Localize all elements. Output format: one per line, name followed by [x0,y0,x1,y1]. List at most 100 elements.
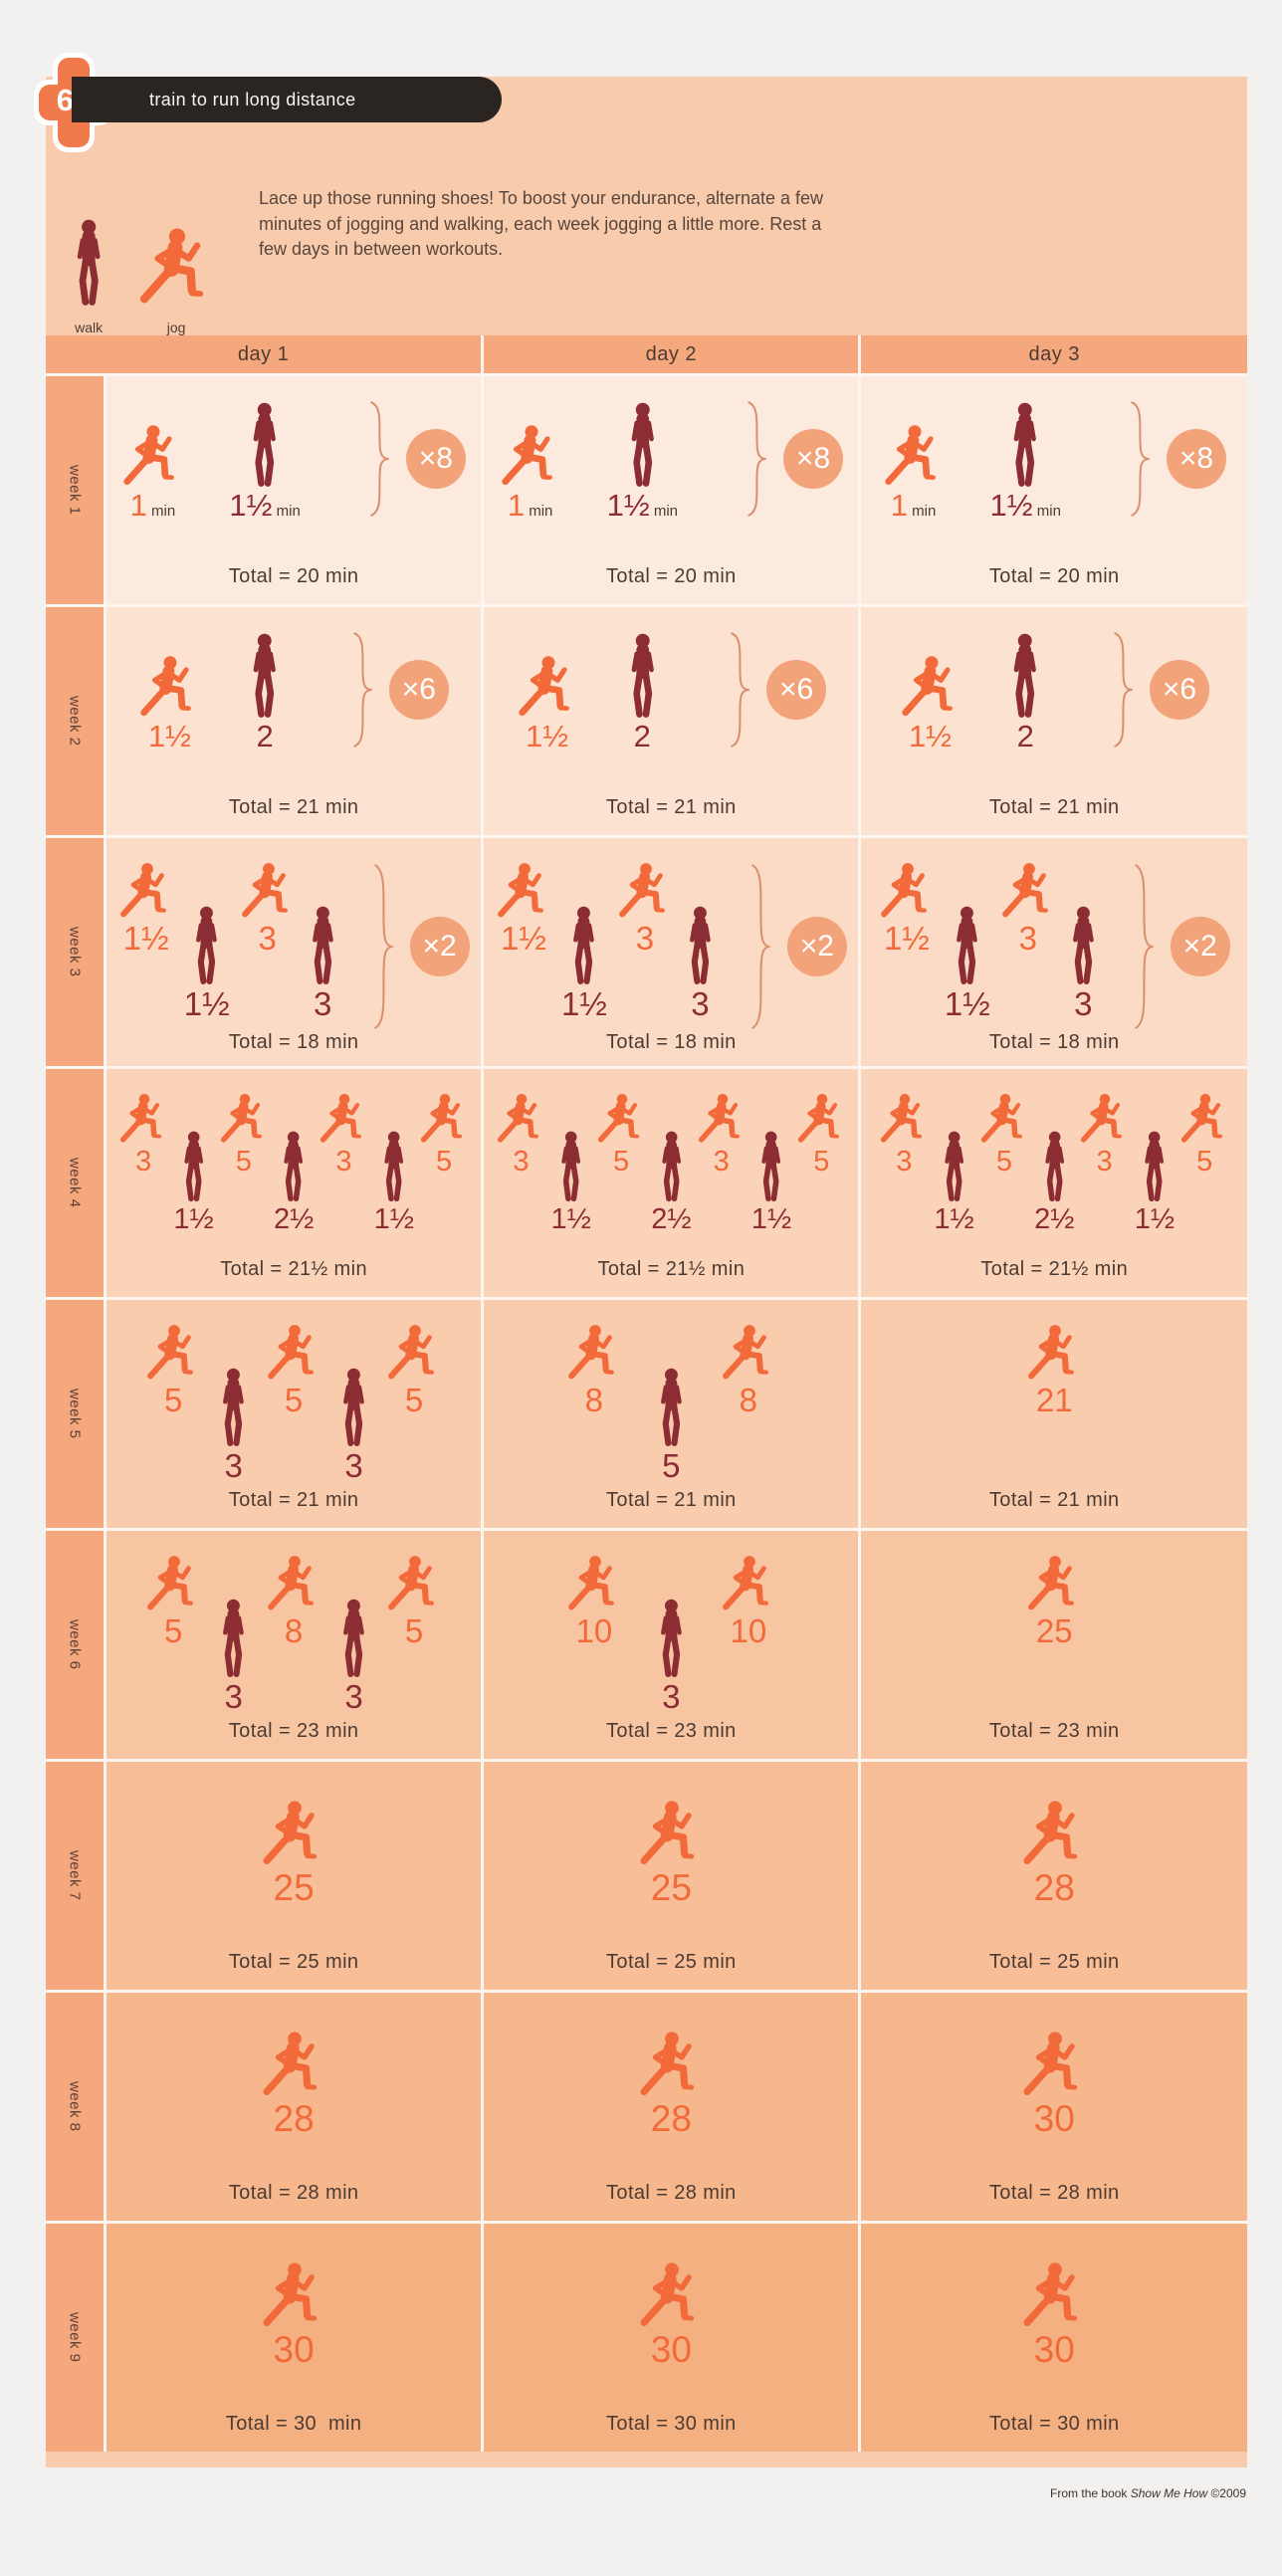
brace-icon [746,400,769,518]
iconbox [1006,400,1043,488]
multiplier-badge: ×2 [409,917,470,976]
legend-walk-label: walk [75,320,104,335]
iconbox [1039,1131,1070,1202]
intervals: 8 5 8 [566,1324,776,1484]
jog-interval: 5 [386,1324,442,1418]
iconbox [216,1368,251,1447]
jog-icon [388,1325,434,1380]
schedule-cell-week-1-day-2: 1 min 1½ min ×8 Total = 20 min [484,376,859,604]
interval-minutes: 1½ [560,985,607,1022]
walk-icon [284,1131,304,1202]
jog-icon [567,1556,614,1610]
total-label: Total = 25 min [228,1951,359,1973]
total-label: Total = 23 min [988,1720,1120,1742]
interval-minutes: 8 [284,1612,304,1649]
page-title-text: train to run long distance [149,89,356,109]
schedule-cell-week-2-day-2: 1½ 2 ×6 Total = 21 min [484,607,859,835]
intervals: 1 min 1½ min ×8 [121,400,466,523]
interval-minutes: 30 [1033,2329,1075,2370]
jog-icon [420,1094,462,1143]
multiplier-group: ×2 [749,862,847,1031]
iconbox [596,1093,646,1145]
jog-icon [640,2032,695,2095]
multiplier-badge: ×8 [405,429,466,489]
jog-interval: 25 [261,1800,326,1908]
jog-icon [498,1094,539,1143]
walk-icon [253,402,277,487]
jog-icon [518,656,569,717]
iconbox [261,1800,326,1867]
schedule-cell-week-1-day-3: 1 min 1½ min ×8 Total = 20 min [861,376,1247,604]
schedule-cell-week-8-day-2: 28 Total = 28 min [484,1993,859,2221]
walk-interval: 3 [683,906,718,1022]
jog-interval: 8 [266,1555,321,1649]
intervals: 1 min 1½ min ×8 [500,400,844,523]
interval-minutes: 1½ [883,920,930,957]
week-label: week 2 [46,607,104,835]
interval-minutes: 2½ [651,1203,692,1235]
walk-icon [1145,1131,1165,1202]
schedule-cell-week-1-day-1: 1 min 1½ min ×8 Total = 20 min [107,376,482,604]
schedule-cell-week-6-day-1: 5 3 8 3 5 Total = 23 min [107,1531,482,1759]
jog-icon [140,656,192,717]
jog-icon [1001,863,1048,918]
brace-icon [749,862,773,1031]
iconbox [336,1368,371,1447]
walk-interval: 2½ [274,1131,314,1234]
brace-icon [1129,400,1153,518]
multiplier-badge: ×8 [1166,429,1226,489]
credit-prefix: From the book [1050,2486,1131,2500]
intervals: 21 [1026,1324,1082,1418]
iconbox [566,906,601,985]
jog-interval: 3 [496,1093,545,1177]
schedule-cell-week-6-day-2: 10 3 10 Total = 23 min [484,1531,859,1759]
iconbox [145,1555,201,1612]
jog-interval: 3 [697,1093,747,1177]
iconbox [1026,1555,1082,1612]
credit-line: From the book Show Me How ©2009 [1050,2486,1246,2500]
walk-icon [660,1368,682,1446]
walk-interval: 3 [654,1599,689,1715]
iconbox [319,1093,368,1145]
interval-minutes: 2½ [1034,1203,1075,1235]
multiplier-badge: ×2 [786,917,847,976]
walk-icon [573,906,595,984]
interval-minutes: 10 [575,1612,613,1649]
intro-text: Lace up those running shoes! To boost yo… [259,188,824,260]
iconbox [121,400,183,488]
jog-icon [901,656,953,717]
interval-minutes: 3 [896,1146,913,1178]
intro-section: walk jog Lace up those running shoes! To… [46,77,1247,335]
week-label-text: week 9 [66,2312,84,2363]
walk-icon [561,1131,581,1202]
interval-minutes: 3 [344,1447,363,1484]
jog-interval: 5 [386,1555,442,1649]
week-label-text: week 3 [66,927,84,977]
brace-icon [351,631,375,749]
jog-interval: 1 min [883,400,945,523]
walk-icon [1014,402,1037,487]
schedule-cell-week-7-day-3: 28 Total = 25 min [861,1762,1247,1990]
walk-interval: 1½ min [607,400,678,523]
jog-icon [597,1094,639,1143]
iconbox [138,631,200,719]
walk-icon [343,1599,364,1677]
total-label: Total = 30 min [606,2413,737,2435]
jog-icon [722,1325,768,1380]
jog-interval: 1 min [500,400,561,523]
iconbox [496,862,551,920]
interval-minutes: 3 [691,985,710,1022]
interval-minutes: 10 [730,1612,767,1649]
jog-icon [798,1094,840,1143]
iconbox [261,2031,326,2098]
jog-icon [220,1094,262,1143]
interval-unit: min [907,503,937,520]
interval-minutes: 1½ [526,719,569,753]
week-label: week 1 [46,376,104,604]
walk-icon [660,1599,682,1677]
iconbox [654,1368,689,1447]
walk-icon [77,219,101,306]
iconbox [378,1131,409,1202]
iconbox [566,1324,622,1382]
walk-icon [253,633,277,718]
